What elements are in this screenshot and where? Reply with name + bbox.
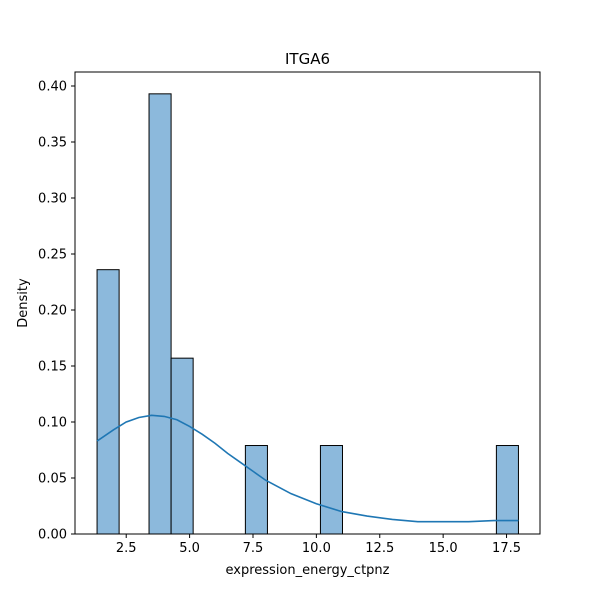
x-axis-ticks: 2.5 5.0 7.5 10.0 12.5 15.0 17.5 xyxy=(116,534,521,556)
y-tick-label: 0.35 xyxy=(38,136,67,151)
x-tick-label: 15.0 xyxy=(429,541,458,556)
y-tick-label: 0.00 xyxy=(38,528,67,543)
x-tick-label: 17.5 xyxy=(492,541,521,556)
x-tick-label: 2.5 xyxy=(116,541,137,556)
histogram-bar xyxy=(244,445,268,535)
x-tick-label: 7.5 xyxy=(243,541,264,556)
histogram-bars xyxy=(96,93,519,535)
y-tick-label: 0.15 xyxy=(38,360,67,375)
x-tick-label: 5.0 xyxy=(179,541,200,556)
histogram-bar xyxy=(319,445,343,535)
y-tick-label: 0.25 xyxy=(38,248,67,263)
chart-title: ITGA6 xyxy=(285,50,330,68)
y-tick-label: 0.05 xyxy=(38,472,67,487)
x-tick-label: 12.5 xyxy=(365,541,394,556)
y-tick-label: 0.30 xyxy=(38,192,67,207)
histogram-bar xyxy=(170,357,194,535)
histogram-bar xyxy=(148,93,172,535)
y-tick-label: 0.10 xyxy=(38,416,67,431)
y-tick-label: 0.40 xyxy=(38,80,67,95)
y-axis-ticks: 0.00 0.05 0.10 0.15 0.20 0.25 0.30 0.35 0.40 xyxy=(38,80,75,543)
kde-curve xyxy=(96,414,519,523)
histogram-bar xyxy=(96,269,120,535)
plot-frame xyxy=(74,71,541,535)
x-axis-label: expression_energy_ctpnz xyxy=(226,563,390,578)
y-tick-label: 0.20 xyxy=(38,304,67,319)
x-tick-label: 10.0 xyxy=(302,541,331,556)
y-axis-label: Density xyxy=(16,278,31,328)
